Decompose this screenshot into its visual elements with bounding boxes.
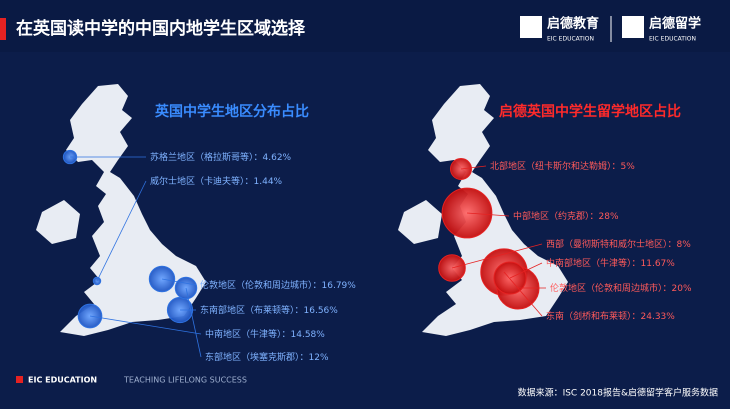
- value-label: 16.56%: [304, 306, 339, 316]
- category-label: 西部（曼彻斯特和威尔士地区）：: [546, 238, 677, 250]
- value-label: 11.67%: [641, 259, 676, 269]
- header-bar: [0, 0, 730, 52]
- leader-line: [451, 243, 543, 269]
- title-accent: [0, 18, 6, 40]
- category-label: 中南部地区（牛津等）：: [546, 257, 641, 269]
- footer-tagline: TEACHING LIFELONG SUCCESS: [123, 376, 247, 385]
- category-label: 伦敦地区（伦敦和周边城市）：: [200, 279, 322, 291]
- category-label: 苏格兰地区（格拉斯哥等）：: [150, 151, 263, 163]
- chart-title: 英国中学生地区分布占比: [154, 103, 309, 120]
- leader-line: [466, 212, 510, 217]
- value-label: 12%: [309, 353, 329, 363]
- logo-icon: [622, 16, 644, 38]
- value-label: 4.62%: [263, 153, 292, 163]
- footer-icon: [16, 376, 23, 383]
- category-label: 北部地区（纽卡斯尔和达勒姆）：: [490, 160, 621, 172]
- source: 数据来源：ISC 2018报告&启德留学客户服务数据: [518, 387, 718, 399]
- chart-title: 启德英国中学生留学地区占比: [499, 103, 681, 120]
- data-label: 威尔士地区（卡迪夫等）：1.44%: [150, 175, 283, 187]
- leader-line: [96, 180, 147, 282]
- value-label: 14.58%: [291, 330, 326, 340]
- logo-sub: EIC EDUCATION: [649, 36, 696, 43]
- slide-title: 在英国读中学的中国内地学生区域选择: [16, 18, 306, 39]
- data-label: 西部（曼彻斯特和威尔士地区）：8%: [546, 238, 691, 250]
- value-label: 20%: [672, 284, 692, 294]
- category-label: 东南（剑桥和布莱顿）：: [546, 310, 641, 322]
- leader-line: [161, 278, 197, 286]
- category-label: 东部地区（埃塞克斯郡）：: [205, 351, 309, 363]
- leader-line: [460, 165, 487, 170]
- category-label: 伦敦地区（伦敦和周边城市）：: [550, 282, 672, 294]
- logo-text: 启德教育: [547, 16, 599, 32]
- value-label: 1.44%: [254, 177, 283, 187]
- data-label: 苏格兰地区（格拉斯哥等）：4.62%: [150, 151, 292, 163]
- leader-line: [185, 287, 202, 358]
- value-label: 24.33%: [641, 312, 676, 322]
- category-label: 威尔士地区（卡迪夫等）：: [150, 175, 254, 187]
- value-label: 28%: [599, 212, 619, 222]
- value-label: 8%: [677, 240, 692, 250]
- value-label: 5%: [621, 162, 636, 172]
- data-label: 伦敦地区（伦敦和周边城市）：16.79%: [200, 279, 356, 291]
- data-label: 北部地区（纽卡斯尔和达勒姆）：5%: [490, 160, 635, 172]
- data-label: 东南部地区（布莱顿等）：16.56%: [200, 304, 338, 316]
- data-label: 东南（剑桥和布莱顿）：24.33%: [546, 310, 675, 322]
- data-label: 东部地区（埃塞克斯郡）：12%: [205, 351, 329, 363]
- leader-line: [503, 271, 543, 317]
- data-label: 中部地区（约克郡）：28%: [513, 210, 619, 222]
- data-label: 中南部地区（牛津等）：11.67%: [546, 257, 675, 269]
- leader-line: [509, 262, 543, 279]
- data-label: 中南地区（牛津等）：14.58%: [205, 328, 325, 340]
- data-label: 伦敦地区（伦敦和周边城市）：20%: [550, 282, 692, 294]
- category-label: 中部地区（约克郡）：: [513, 210, 599, 222]
- logo-text: 启德留学: [649, 16, 701, 32]
- leader-line: [89, 315, 202, 335]
- logo-sub: EIC EDUCATION: [547, 36, 594, 43]
- category-label: 东南部地区（布莱顿等）：: [200, 304, 304, 316]
- logo-icon: [520, 16, 542, 38]
- footer-brand: EIC EDUCATION: [28, 376, 97, 385]
- value-label: 16.79%: [322, 281, 357, 291]
- category-label: 中南地区（牛津等）：: [205, 328, 291, 340]
